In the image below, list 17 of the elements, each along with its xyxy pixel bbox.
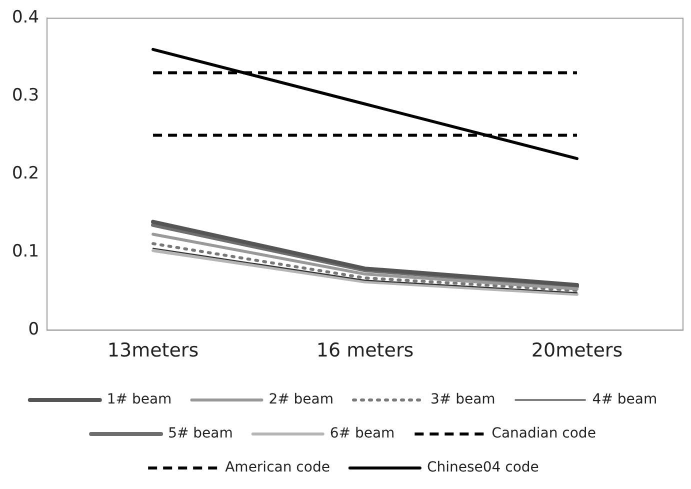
legend-label: 6# beam <box>330 426 395 442</box>
legend-label: 5# beam <box>168 426 233 442</box>
legend-label: 1# beam <box>106 392 172 408</box>
y-tick-label: 0 <box>28 320 40 340</box>
x-tick-label: 20meters <box>531 340 623 362</box>
x-tick-label: 16 meters <box>316 340 414 362</box>
legend-label: American code <box>225 460 330 476</box>
legend-label: Chinese04 code <box>426 460 539 476</box>
legend-label: 4# beam <box>592 392 658 408</box>
y-tick-label: 0.4 <box>12 8 40 28</box>
y-tick-label: 0.1 <box>12 242 40 262</box>
legend-label: 3# beam <box>430 392 496 408</box>
y-tick-label: 0.2 <box>12 164 40 184</box>
legend-label: 2# beam <box>268 392 334 408</box>
x-tick-label: 13meters <box>107 340 199 362</box>
y-tick-label: 0.3 <box>12 86 40 106</box>
legend-label: Canadian code <box>492 426 596 442</box>
